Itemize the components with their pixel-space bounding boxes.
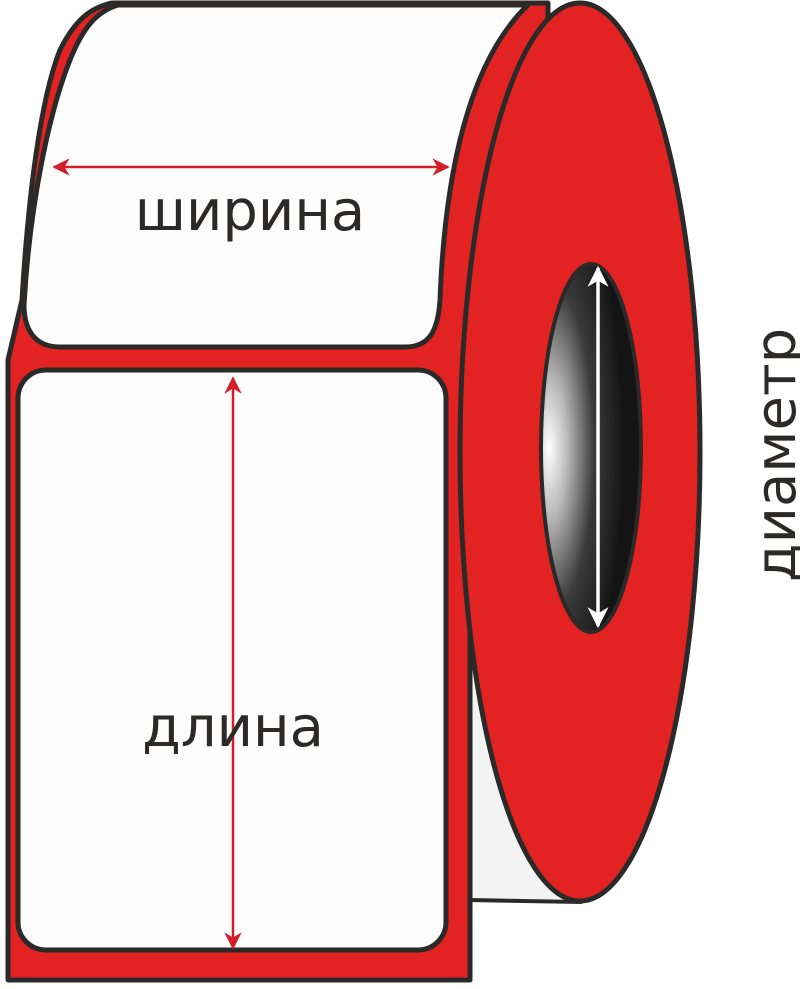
length-label: длина — [142, 695, 324, 760]
width-label: ширина — [135, 179, 366, 244]
core-hole — [539, 262, 643, 634]
top-label — [21, 2, 531, 350]
diameter-label: диаметр — [744, 328, 800, 582]
